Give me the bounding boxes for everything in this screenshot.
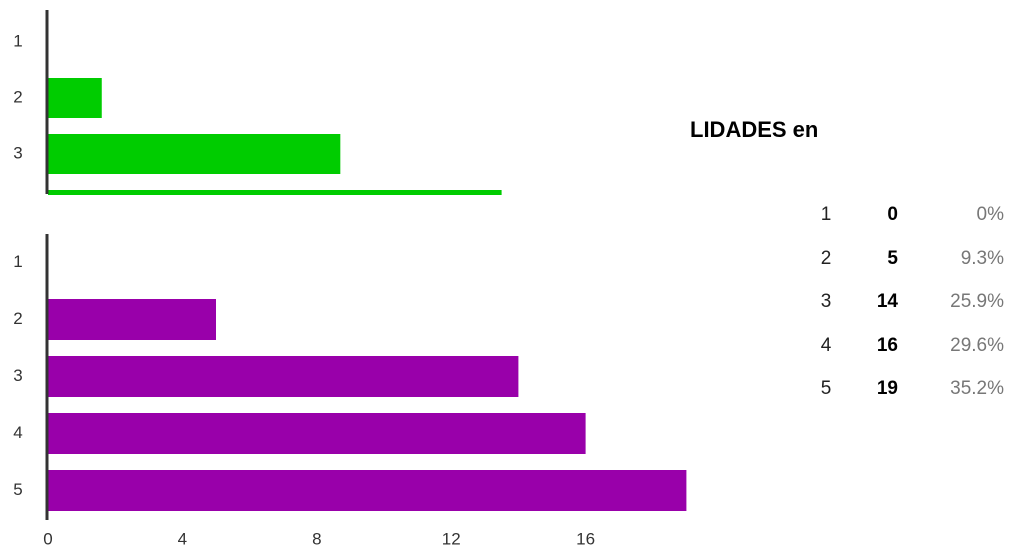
row-percent: 0% <box>977 204 1005 225</box>
row-label: 1 <box>821 204 832 225</box>
x-tick-label: 4 <box>178 529 187 548</box>
y-tick-label: 4 <box>13 423 22 442</box>
bar <box>48 413 586 454</box>
row-count: 5 <box>887 248 898 269</box>
table: 1 0 0% 2 5 9.3% 3 14 25.9% 4 16 29.6% 5 19 35.2% <box>821 204 1004 399</box>
bar <box>48 78 102 118</box>
y-tick-label: 3 <box>13 366 22 385</box>
bar <box>48 356 519 397</box>
y-tick-label: 1 <box>13 252 22 271</box>
row-count: 0 <box>887 204 898 225</box>
row-count: 14 <box>877 291 899 312</box>
chart-top: 1 2 3 <box>13 10 502 195</box>
y-tick-label: 3 <box>13 143 22 162</box>
y-tick-label: 5 <box>13 480 22 499</box>
y-tick-label: 2 <box>13 87 22 106</box>
bar <box>48 299 216 340</box>
row-percent: 29.6% <box>950 335 1004 356</box>
x-tick-label: 16 <box>576 529 595 548</box>
row-label: 5 <box>821 378 832 399</box>
row-label: 4 <box>821 335 832 356</box>
row-percent: 9.3% <box>961 248 1004 269</box>
row-label: 3 <box>821 291 832 312</box>
y-tick-label: 1 <box>13 31 22 50</box>
x-tick-label: 12 <box>442 529 461 548</box>
x-tick-label: 8 <box>312 529 321 548</box>
row-label: 2 <box>821 248 832 269</box>
bar <box>48 470 687 511</box>
row-percent: 35.2% <box>950 378 1004 399</box>
bar <box>48 190 502 195</box>
x-tick-label: 0 <box>43 529 52 548</box>
row-count: 19 <box>877 378 898 399</box>
row-count: 16 <box>877 335 898 356</box>
y-tick-label: 2 <box>13 309 22 328</box>
table-title: LIDADES en <box>690 117 818 142</box>
bar <box>48 134 341 174</box>
row-percent: 25.9% <box>950 291 1004 312</box>
